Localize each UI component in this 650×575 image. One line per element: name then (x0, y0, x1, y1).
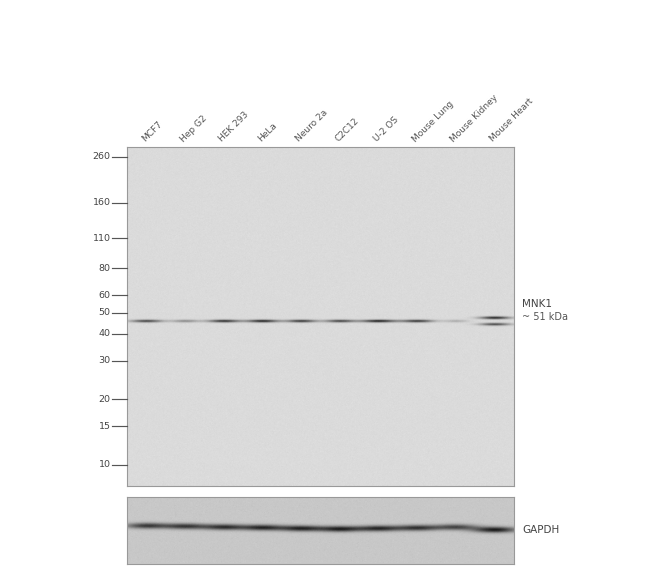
Text: MNK1: MNK1 (522, 299, 552, 309)
Text: 60: 60 (99, 291, 110, 300)
Text: 50: 50 (99, 308, 110, 317)
Text: Neuro 2a: Neuro 2a (294, 108, 330, 144)
Text: U-2 OS: U-2 OS (372, 116, 400, 144)
Text: 15: 15 (99, 422, 110, 431)
Text: 80: 80 (99, 264, 110, 273)
Text: Hep G2: Hep G2 (178, 114, 209, 144)
Text: 20: 20 (99, 395, 110, 404)
Text: MCF7: MCF7 (140, 120, 164, 144)
Text: 160: 160 (92, 198, 111, 208)
Text: 30: 30 (98, 356, 110, 366)
Text: ~ 51 kDa: ~ 51 kDa (522, 312, 568, 321)
Text: HEK 293: HEK 293 (217, 110, 250, 144)
Text: 10: 10 (99, 461, 110, 469)
Text: Mouse Lung: Mouse Lung (410, 99, 455, 144)
Text: C2C12: C2C12 (333, 117, 360, 144)
Text: HeLa: HeLa (255, 121, 278, 144)
Text: Mouse Kidney: Mouse Kidney (449, 93, 500, 144)
Text: 110: 110 (92, 233, 111, 243)
Text: 260: 260 (92, 152, 111, 162)
Text: 40: 40 (99, 329, 110, 338)
Text: Mouse Heart: Mouse Heart (488, 97, 535, 144)
Text: GAPDH: GAPDH (522, 526, 559, 535)
